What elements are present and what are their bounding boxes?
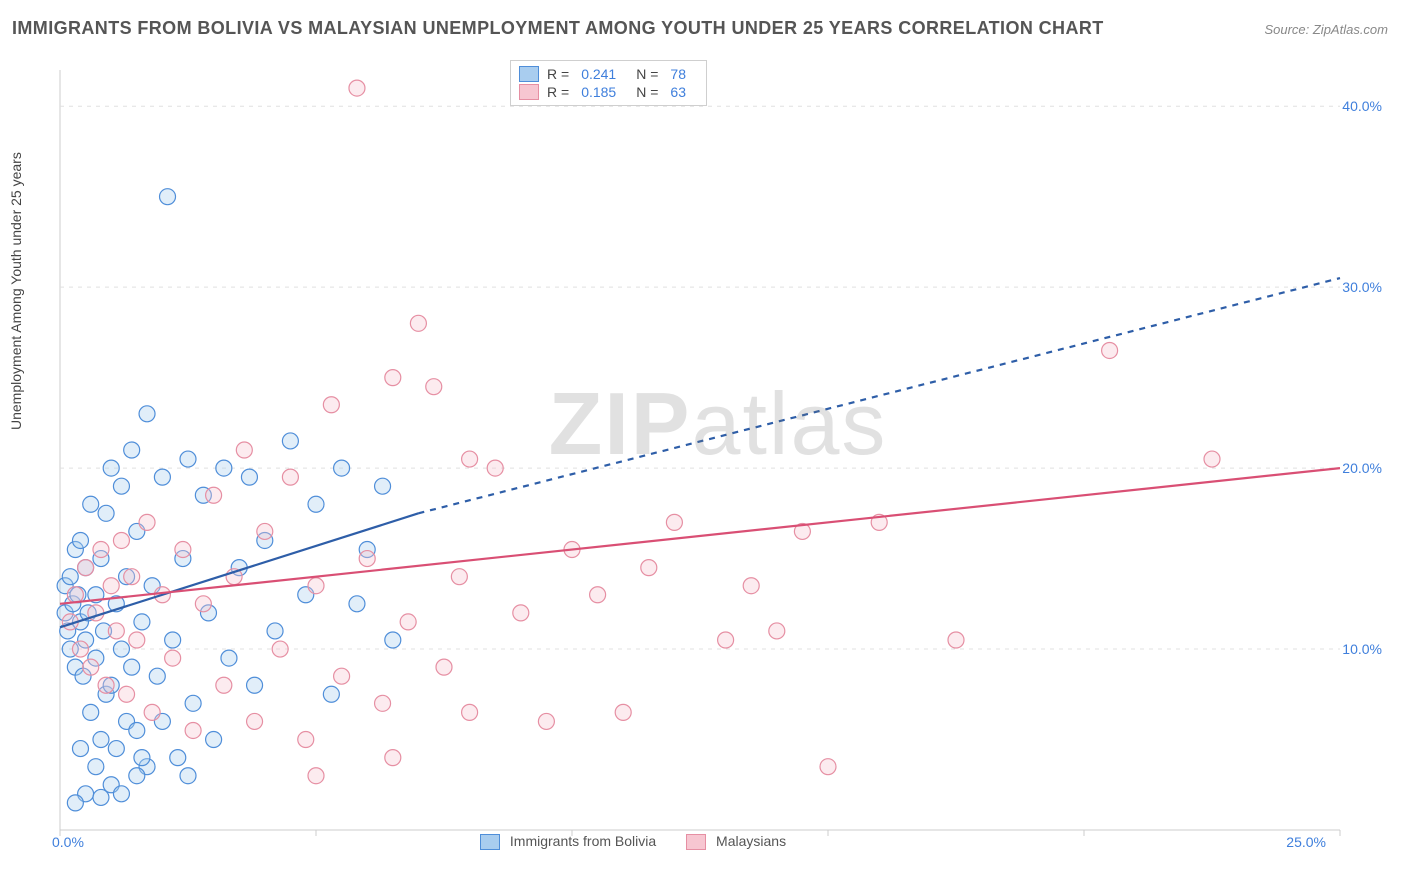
correlation-legend: R = 0.241 N = 78 R = 0.185 N = 63 <box>510 60 707 106</box>
legend-item-malaysians: Malaysians <box>686 833 786 850</box>
n-value-malaysians: 63 <box>670 84 686 100</box>
swatch-bolivia-icon <box>480 834 500 850</box>
swatch-malaysians-icon <box>519 84 539 100</box>
y-axis-label: Unemployment Among Youth under 25 years <box>8 152 24 430</box>
swatch-malaysians-icon <box>686 834 706 850</box>
n-label: N = <box>636 66 658 82</box>
r-value-bolivia: 0.241 <box>581 66 616 82</box>
source-prefix: Source: <box>1264 22 1312 37</box>
y-tick-label: 40.0% <box>1342 98 1382 114</box>
legend-row-malaysians: R = 0.185 N = 63 <box>519 83 698 101</box>
legend-item-bolivia: Immigrants from Bolivia <box>480 833 656 850</box>
y-tick-label: 30.0% <box>1342 279 1382 295</box>
chart-title: IMMIGRANTS FROM BOLIVIA VS MALAYSIAN UNE… <box>12 18 1104 39</box>
chart-container: IMMIGRANTS FROM BOLIVIA VS MALAYSIAN UNE… <box>0 0 1406 892</box>
plot-svg <box>50 60 1386 852</box>
legend-row-bolivia: R = 0.241 N = 78 <box>519 65 698 83</box>
r-label: R = <box>547 66 569 82</box>
plot-area: ZIPatlas R = 0.241 N = 78 R = 0.185 N = … <box>50 60 1386 852</box>
y-tick-label: 10.0% <box>1342 641 1382 657</box>
n-label: N = <box>636 84 658 100</box>
source-name: ZipAtlas.com <box>1313 22 1388 37</box>
source-label: Source: ZipAtlas.com <box>1264 22 1388 37</box>
r-label: R = <box>547 84 569 100</box>
legend-label-bolivia: Immigrants from Bolivia <box>510 833 656 849</box>
x-axis-max-label: 25.0% <box>1286 834 1326 850</box>
y-tick-label: 20.0% <box>1342 460 1382 476</box>
legend-label-malaysians: Malaysians <box>716 833 786 849</box>
n-value-bolivia: 78 <box>670 66 686 82</box>
r-value-malaysians: 0.185 <box>581 84 616 100</box>
swatch-bolivia-icon <box>519 66 539 82</box>
x-axis-min-label: 0.0% <box>52 834 84 850</box>
series-legend: Immigrants from Bolivia Malaysians <box>480 833 786 850</box>
